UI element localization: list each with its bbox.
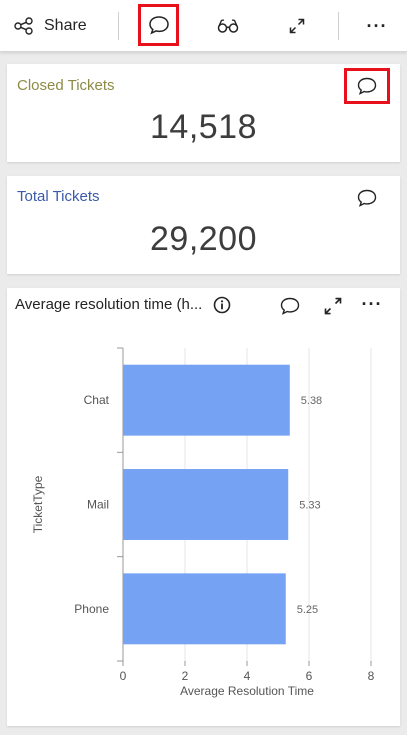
x-tick-label: 2 bbox=[182, 669, 189, 683]
glasses-icon bbox=[217, 19, 239, 33]
focus-mode-button[interactable] bbox=[210, 0, 246, 52]
card-title: Total Tickets bbox=[17, 188, 100, 205]
toolbar-divider bbox=[118, 12, 119, 40]
expand-icon[interactable] bbox=[323, 296, 343, 316]
fullscreen-button[interactable] bbox=[282, 0, 312, 52]
data-label: 5.38 bbox=[301, 395, 322, 407]
x-tick-label: 6 bbox=[306, 669, 313, 683]
comment-button[interactable] bbox=[138, 4, 179, 46]
card-comment-button[interactable] bbox=[344, 68, 390, 104]
more-icon: ··· bbox=[366, 16, 388, 36]
category-label: Chat bbox=[84, 393, 110, 407]
expand-icon bbox=[289, 18, 305, 34]
x-tick-label: 0 bbox=[120, 669, 127, 683]
kpi-card-total-tickets[interactable]: Total Tickets 29,200 bbox=[7, 176, 400, 274]
info-icon[interactable] bbox=[213, 296, 231, 314]
x-tick-label: 8 bbox=[368, 669, 375, 683]
toolbar: Share ··· bbox=[0, 0, 407, 52]
y-axis-title: TicketType bbox=[31, 475, 45, 533]
more-options-button[interactable]: ··· bbox=[359, 294, 385, 314]
data-label: 5.33 bbox=[299, 500, 320, 512]
share-label: Share bbox=[44, 17, 87, 34]
toolbar-divider bbox=[338, 12, 339, 40]
bar-chart: 0 2 4 6 8 Chat 5.38 Mail 5.33 Phone 5.25 Average Re… bbox=[31, 347, 375, 698]
x-axis-title: Average Resolution Time bbox=[180, 684, 314, 698]
share-icon bbox=[14, 17, 33, 35]
kpi-value: 14,518 bbox=[150, 108, 257, 146]
category-label: Phone bbox=[74, 602, 109, 616]
bar bbox=[123, 364, 290, 436]
x-tick-label: 4 bbox=[244, 669, 251, 683]
comment-icon bbox=[357, 77, 377, 95]
data-label: 5.25 bbox=[297, 604, 318, 616]
share-button[interactable]: Share bbox=[14, 0, 104, 52]
card-title: Closed Tickets bbox=[17, 77, 115, 94]
comment-icon[interactable] bbox=[279, 296, 301, 316]
more-icon: ··· bbox=[361, 294, 383, 314]
card-comment-button[interactable] bbox=[355, 187, 379, 209]
chart-title: Average resolution time (h... bbox=[15, 296, 203, 313]
kpi-card-closed-tickets[interactable]: Closed Tickets 14,518 bbox=[7, 64, 400, 162]
comment-icon bbox=[357, 189, 377, 207]
bar bbox=[123, 573, 286, 645]
bar bbox=[123, 469, 289, 540]
kpi-value: 29,200 bbox=[150, 220, 257, 258]
chart-card-resolution-time[interactable]: Average resolution time (h... ··· 0 2 4 6 8 C… bbox=[7, 288, 400, 726]
category-label: Mail bbox=[87, 498, 109, 512]
comment-icon bbox=[148, 16, 169, 35]
more-options-button[interactable]: ··· bbox=[362, 0, 392, 52]
